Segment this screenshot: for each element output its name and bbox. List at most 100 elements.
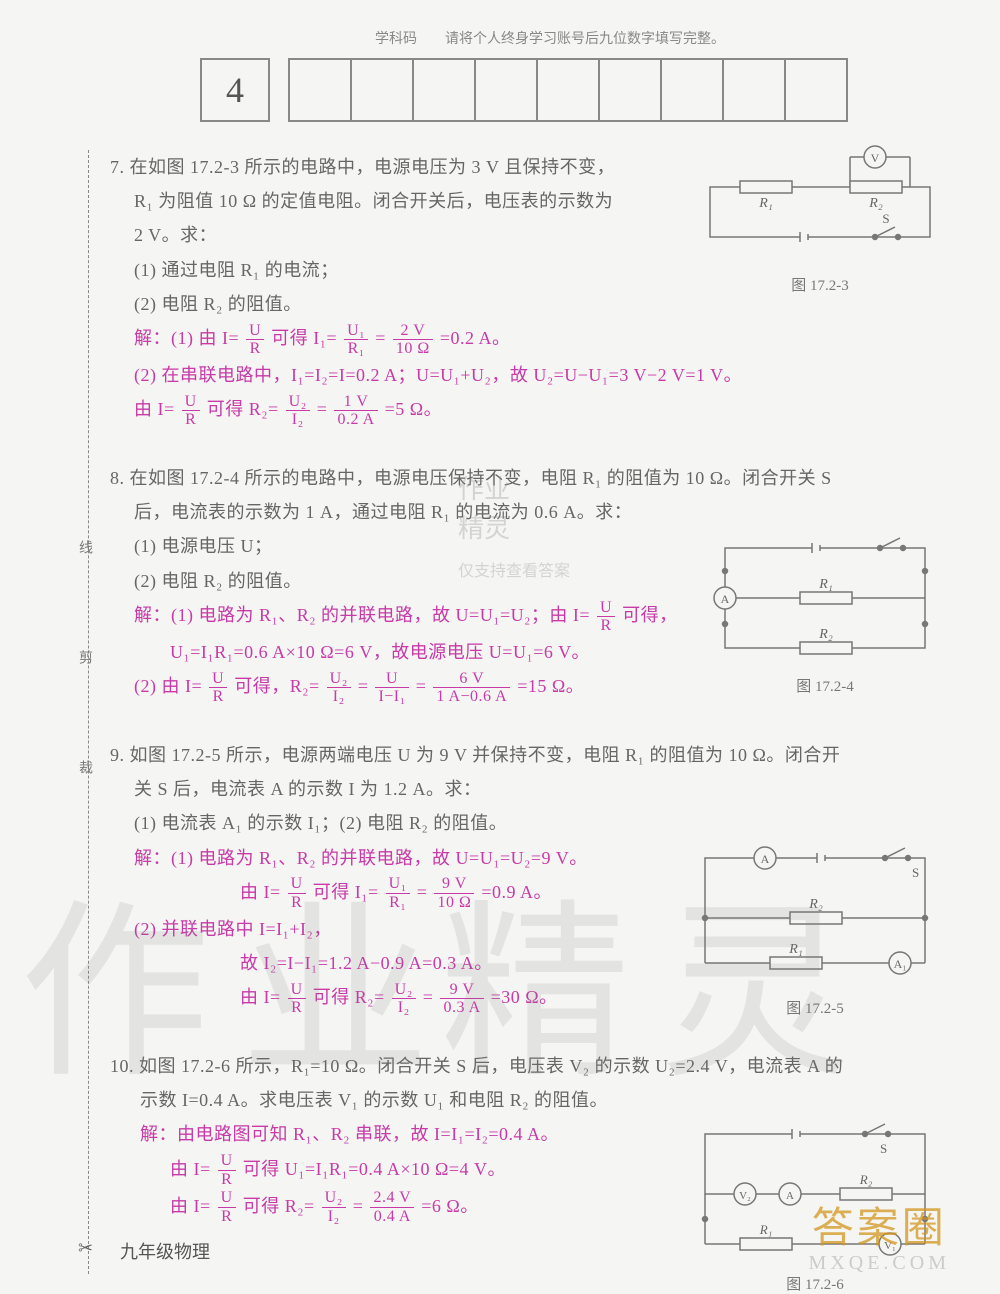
t: R <box>288 894 306 912</box>
code-box <box>536 58 600 122</box>
t: U <box>288 981 306 1000</box>
p7-stem1: 在如图 17.2-3 所示的电路中，电源电压为 3 V 且保持不变， <box>130 157 616 177</box>
t: 可得 R₂= <box>207 399 279 419</box>
t: U₂ <box>392 981 416 1000</box>
problem-9: 9. 如图 17.2-5 所示，电源两端电压 U 为 9 V 并保持不变，电阻 … <box>110 738 940 1017</box>
p9-caption: 图 17.2-5 <box>690 997 940 1018</box>
p8-diagram: A R₁ R₂ 图 17.2-4 <box>710 536 940 696</box>
p9-num: 9. <box>110 745 125 765</box>
t: U <box>218 1152 236 1171</box>
p9-diagram: A A₁ R₁ R₂ S 图 17.2-5 <box>690 843 940 1018</box>
t: I₂ <box>392 999 416 1017</box>
t: 可得 U₁=I₁R₁=0.4 A×10 Ω=4 V。 <box>243 1159 506 1179</box>
t: U <box>246 322 264 341</box>
p9-stem2: 关 S 后，电流表 A 的示数 I 为 1.2 A。求： <box>134 772 940 806</box>
p9-q1: (1) 电流表 A₁ 的示数 I₁；(2) 电阻 R₂ 的阻值。 <box>134 806 940 840</box>
t: 9 V <box>440 981 483 1000</box>
code-box-prefill: 4 <box>200 58 270 122</box>
t: MXQE.COM <box>809 1252 950 1274</box>
t: R₂ <box>868 196 883 211</box>
code-box <box>288 58 352 122</box>
t: 解：(1) 电路为 R₁、R₂ 的并联电路，故 U=U₁=U₂；由 I= <box>134 605 590 625</box>
t: U <box>375 670 408 689</box>
t: 仅支持查看答案 <box>458 563 570 580</box>
t: R₂ <box>859 1172 873 1187</box>
faint-stamp: 作业 精灵 仅支持查看答案 <box>458 470 570 587</box>
t: 可得 R₂= <box>243 1196 315 1216</box>
p8-num: 8. <box>110 468 125 488</box>
p10-stem1: 如图 17.2-6 所示，R₁=10 Ω。闭合开关 S 后，电压表 V₂ 的示数… <box>139 1056 843 1076</box>
t: U₁ <box>386 875 410 894</box>
p9-stem1: 如图 17.2-5 所示，电源两端电压 U 为 9 V 并保持不变，电阻 R₁ … <box>130 745 841 765</box>
t: =6 Ω。 <box>421 1196 479 1216</box>
t: 可得 I₁= <box>313 882 379 902</box>
t: R₁ <box>344 340 368 358</box>
t: = <box>416 676 427 696</box>
t: R <box>209 688 227 706</box>
t: S <box>880 1141 887 1156</box>
problem-10: 10. 如图 17.2-6 所示，R₁=10 Ω。闭合开关 S 后，电压表 V₂… <box>110 1049 940 1226</box>
t: S <box>912 865 919 880</box>
t: R <box>246 340 264 358</box>
t: U₂ <box>322 1189 346 1208</box>
t: 解：(1) 由 I= <box>134 328 239 348</box>
t: A₁ <box>894 957 907 971</box>
t: R <box>597 617 615 635</box>
code-box <box>598 58 662 122</box>
t: I₂ <box>286 411 310 429</box>
t: A <box>786 1190 794 1202</box>
t: = <box>317 399 328 419</box>
p7-sol3: 由 I= UR 可得 R₂= U₂I₂ = 1 V0.2 A =5 Ω。 <box>134 392 940 429</box>
t: =15 Ω。 <box>517 676 584 696</box>
t: R <box>218 1171 236 1189</box>
t: U <box>218 1189 236 1208</box>
t: I−I₁ <box>375 688 408 706</box>
t: 答案圈 <box>812 1206 947 1252</box>
header-instruction: 学科码 请将个人终身学习账号后九位数字填写完整。 <box>200 28 900 48</box>
cut-label-3: 裁 <box>74 760 94 786</box>
cut-label-2: 剪 <box>74 650 94 676</box>
content: 7. 在如图 17.2-3 所示的电路中，电源电压为 3 V 且保持不变， R₁… <box>110 150 940 1258</box>
t: 6 V <box>433 670 510 689</box>
t: 由 I= <box>240 987 281 1007</box>
t: 可得， <box>622 605 678 625</box>
t: 可得，R₂= <box>234 676 319 696</box>
t: U₂ <box>327 670 351 689</box>
t: R₁ <box>788 942 802 957</box>
p10-stem2: 示数 I=0.4 A。求电压表 V₁ 的示数 U₁ 和电阻 R₂ 的阻值。 <box>140 1083 940 1117</box>
t: = <box>375 328 386 348</box>
t: 由 I= <box>170 1196 211 1216</box>
p7-diagram: V R₁ R₂ S 图 17.2-3 <box>700 145 940 295</box>
code-input-boxes: 4 <box>200 58 848 122</box>
t: 1 A−0.6 A <box>433 688 510 706</box>
t: U <box>597 599 615 618</box>
scissors-icon: ✂ <box>78 1238 93 1259</box>
circuit-svg: V R₁ R₂ S <box>700 145 940 265</box>
t: 由 I= <box>240 882 281 902</box>
circuit-svg: A R₁ R₂ <box>710 536 940 666</box>
p10-num: 10. <box>110 1056 134 1076</box>
t: U₂ <box>286 393 310 412</box>
t: = <box>353 1196 364 1216</box>
t: 2 V <box>393 322 433 341</box>
t: 0.3 A <box>440 999 483 1017</box>
p7-sol2: (2) 在串联电路中，I₁=I₂=I=0.2 A；U=U₁+U₂，故 U₂=U−… <box>134 358 940 392</box>
p7-num: 7. <box>110 157 125 177</box>
cut-line <box>88 150 89 1274</box>
p8-caption: 图 17.2-4 <box>710 675 940 696</box>
t: = <box>417 882 428 902</box>
t: U <box>288 875 306 894</box>
t: R <box>218 1208 236 1226</box>
t: 作业 <box>458 475 510 504</box>
t: A <box>721 592 730 606</box>
p7-sol1: 解：(1) 由 I= UR 可得 I₁= U₁R₁ = 2 V10 Ω =0.2… <box>134 321 940 358</box>
t: I₂ <box>327 688 351 706</box>
stamp: 答案圈 MXQE.COM <box>809 1206 950 1274</box>
t: R <box>182 411 200 429</box>
code-box <box>412 58 476 122</box>
t: 由 I= <box>170 1159 211 1179</box>
code-box <box>784 58 848 122</box>
code-box <box>722 58 786 122</box>
t: 可得 I₁= <box>271 328 337 348</box>
t: R₁ <box>759 1222 772 1237</box>
